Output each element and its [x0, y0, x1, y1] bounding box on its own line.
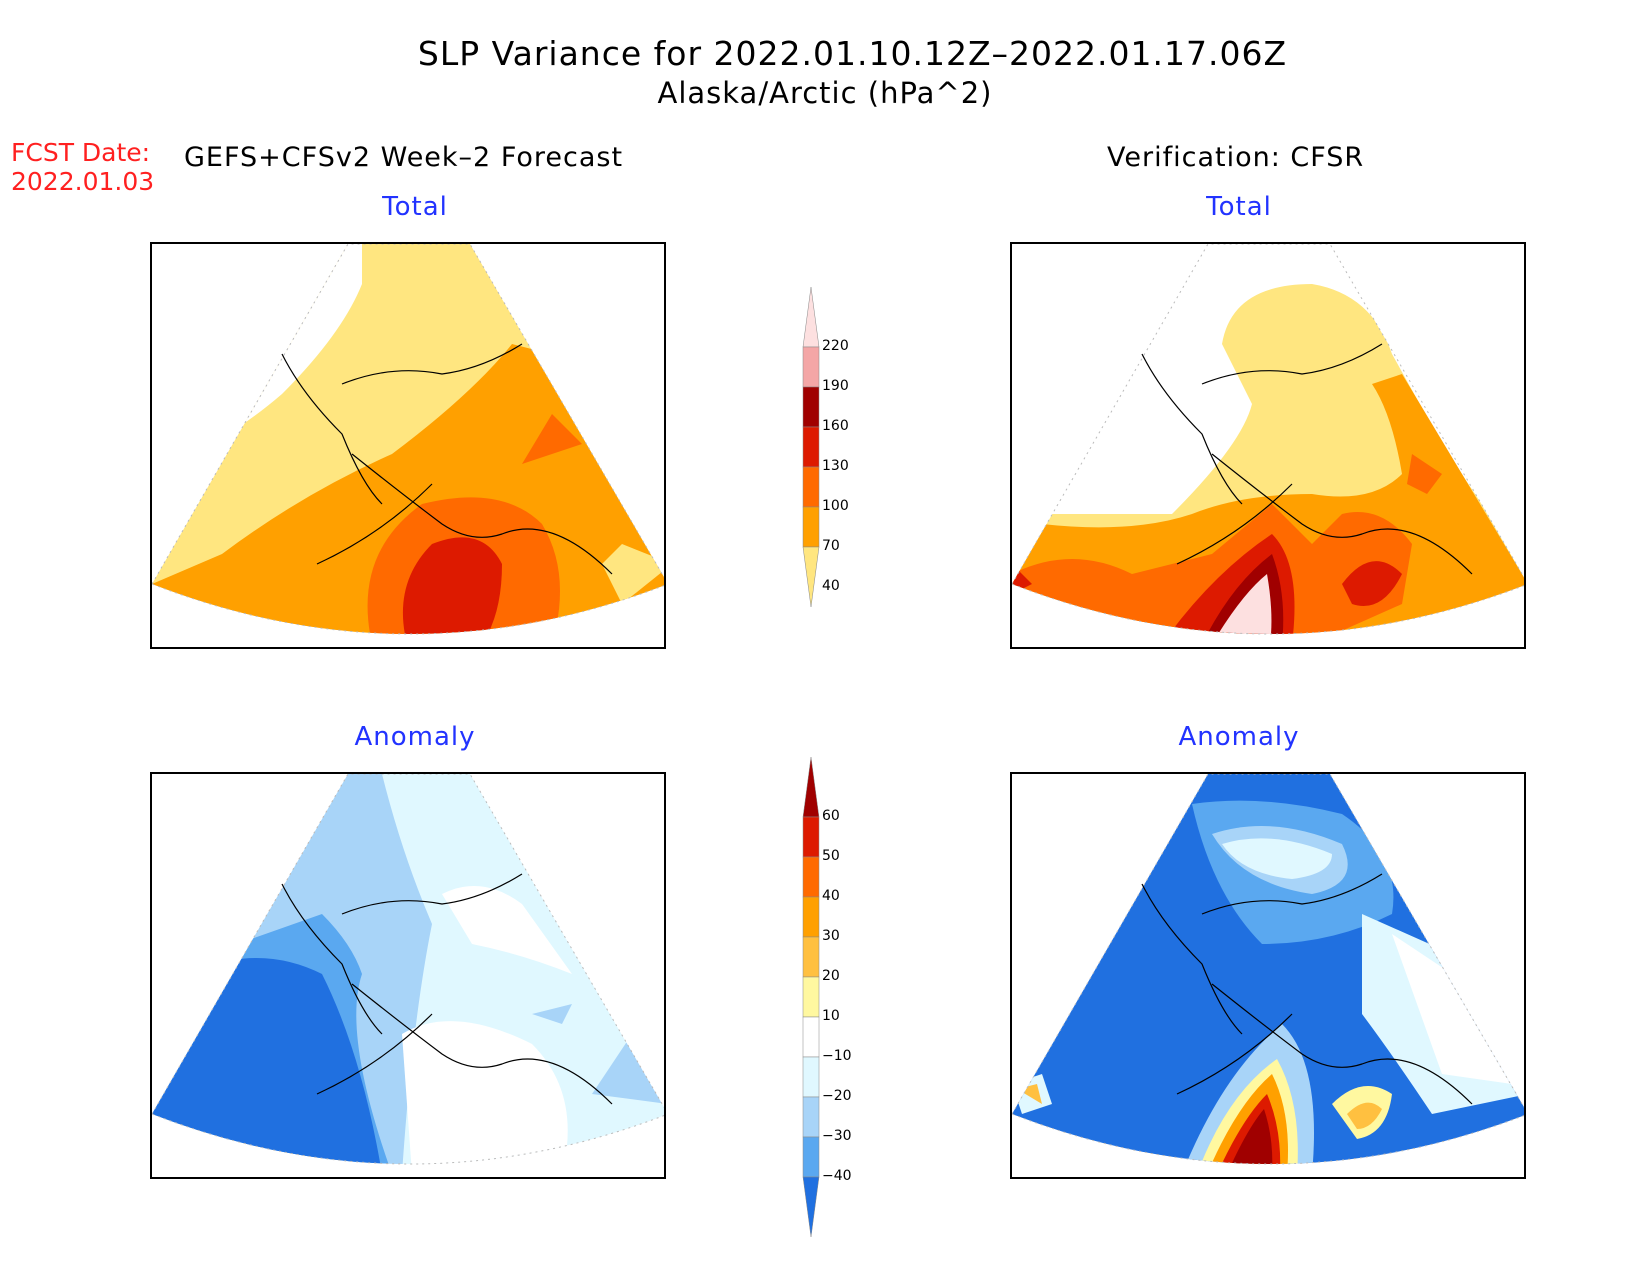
colorbar-tick-label: 50	[822, 848, 840, 864]
colorbar-swatches	[802, 756, 820, 1237]
colorbar-tick-label: 20	[822, 968, 840, 984]
colorbar-tick-label: −40	[822, 1168, 852, 1184]
forecast-total-title: Total	[382, 192, 448, 222]
colorbar-swatch	[802, 346, 820, 388]
colorbar-tick-label: 70	[822, 538, 840, 554]
forecast-date-value: 2022.01.03	[11, 167, 155, 196]
chart-subtitle: Alaska/Arctic (hPa^2)	[657, 76, 993, 110]
colorbar-swatch	[802, 426, 820, 468]
verification-anomaly-title: Anomaly	[1178, 722, 1300, 752]
colorbar-swatch	[802, 1136, 820, 1178]
colorbar-tick-label: 40	[822, 578, 840, 594]
colorbar-swatch	[802, 756, 820, 818]
colorbar-swatch	[802, 466, 820, 508]
colorbar-swatch	[802, 1176, 820, 1237]
colorbar-tick-label: 100	[822, 498, 849, 514]
colorbar-tick-label: −20	[822, 1088, 852, 1104]
colorbar-swatch	[802, 816, 820, 858]
forecast-anomaly-map	[150, 772, 666, 1179]
colorbar-tick-label: 160	[822, 418, 849, 434]
verification-column-heading: Verification: CFSR	[1107, 142, 1365, 173]
forecast-anomaly-title: Anomaly	[354, 722, 476, 752]
colorbar-tick-label: 130	[822, 458, 849, 474]
colorbar-swatches	[802, 286, 820, 607]
colorbar-swatch	[802, 386, 820, 428]
forecast-date-label: FCST Date:	[11, 138, 151, 167]
colorbar-swatch	[802, 976, 820, 1018]
verification-anomaly-map	[1010, 772, 1526, 1179]
colorbar-swatch	[802, 856, 820, 898]
chart-title: SLP Variance for 2022.01.10.12Z–2022.01.…	[417, 34, 1288, 73]
colorbar-tick-label: 220	[822, 338, 849, 354]
colorbar-tick-label: −10	[822, 1048, 852, 1064]
colorbar-swatch	[802, 286, 820, 348]
colorbar-swatch	[802, 1016, 820, 1058]
colorbar-swatch	[802, 1056, 820, 1098]
forecast-total-map	[150, 242, 666, 649]
colorbar-tick-label: 60	[822, 808, 840, 824]
colorbar-tick-label: 40	[822, 888, 840, 904]
colorbar-tick-label: 10	[822, 1008, 840, 1024]
colorbar-tick-label: −30	[822, 1128, 852, 1144]
verification-total-map	[1010, 242, 1526, 649]
colorbar-tick-label: 190	[822, 378, 849, 394]
colorbar-swatch	[802, 896, 820, 938]
colorbar-swatch	[802, 1096, 820, 1138]
total-colorbar: 220 190 160 130 100 70 40	[800, 285, 880, 610]
colorbar-swatch	[802, 936, 820, 978]
colorbar-tick-label: 30	[822, 928, 840, 944]
colorbar-swatch	[802, 506, 820, 548]
forecast-column-heading: GEFS+CFSv2 Week–2 Forecast	[184, 142, 624, 173]
colorbar-swatch	[802, 546, 820, 607]
anomaly-colorbar: 60 50 40 30 20 10 −10 −20 −30 −40	[800, 755, 880, 1237]
verification-total-title: Total	[1206, 192, 1272, 222]
